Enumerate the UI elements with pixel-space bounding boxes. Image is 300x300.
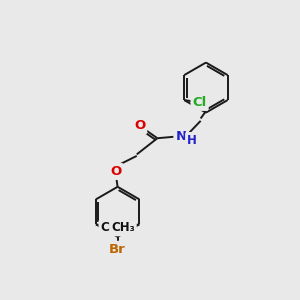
Text: CH₃: CH₃	[100, 221, 124, 234]
Text: H: H	[187, 134, 197, 147]
Text: O: O	[134, 119, 145, 132]
Text: CH₃: CH₃	[111, 221, 135, 234]
Text: N: N	[176, 130, 187, 143]
Text: Cl: Cl	[193, 96, 207, 109]
Text: Br: Br	[109, 243, 126, 256]
Text: O: O	[110, 165, 122, 178]
